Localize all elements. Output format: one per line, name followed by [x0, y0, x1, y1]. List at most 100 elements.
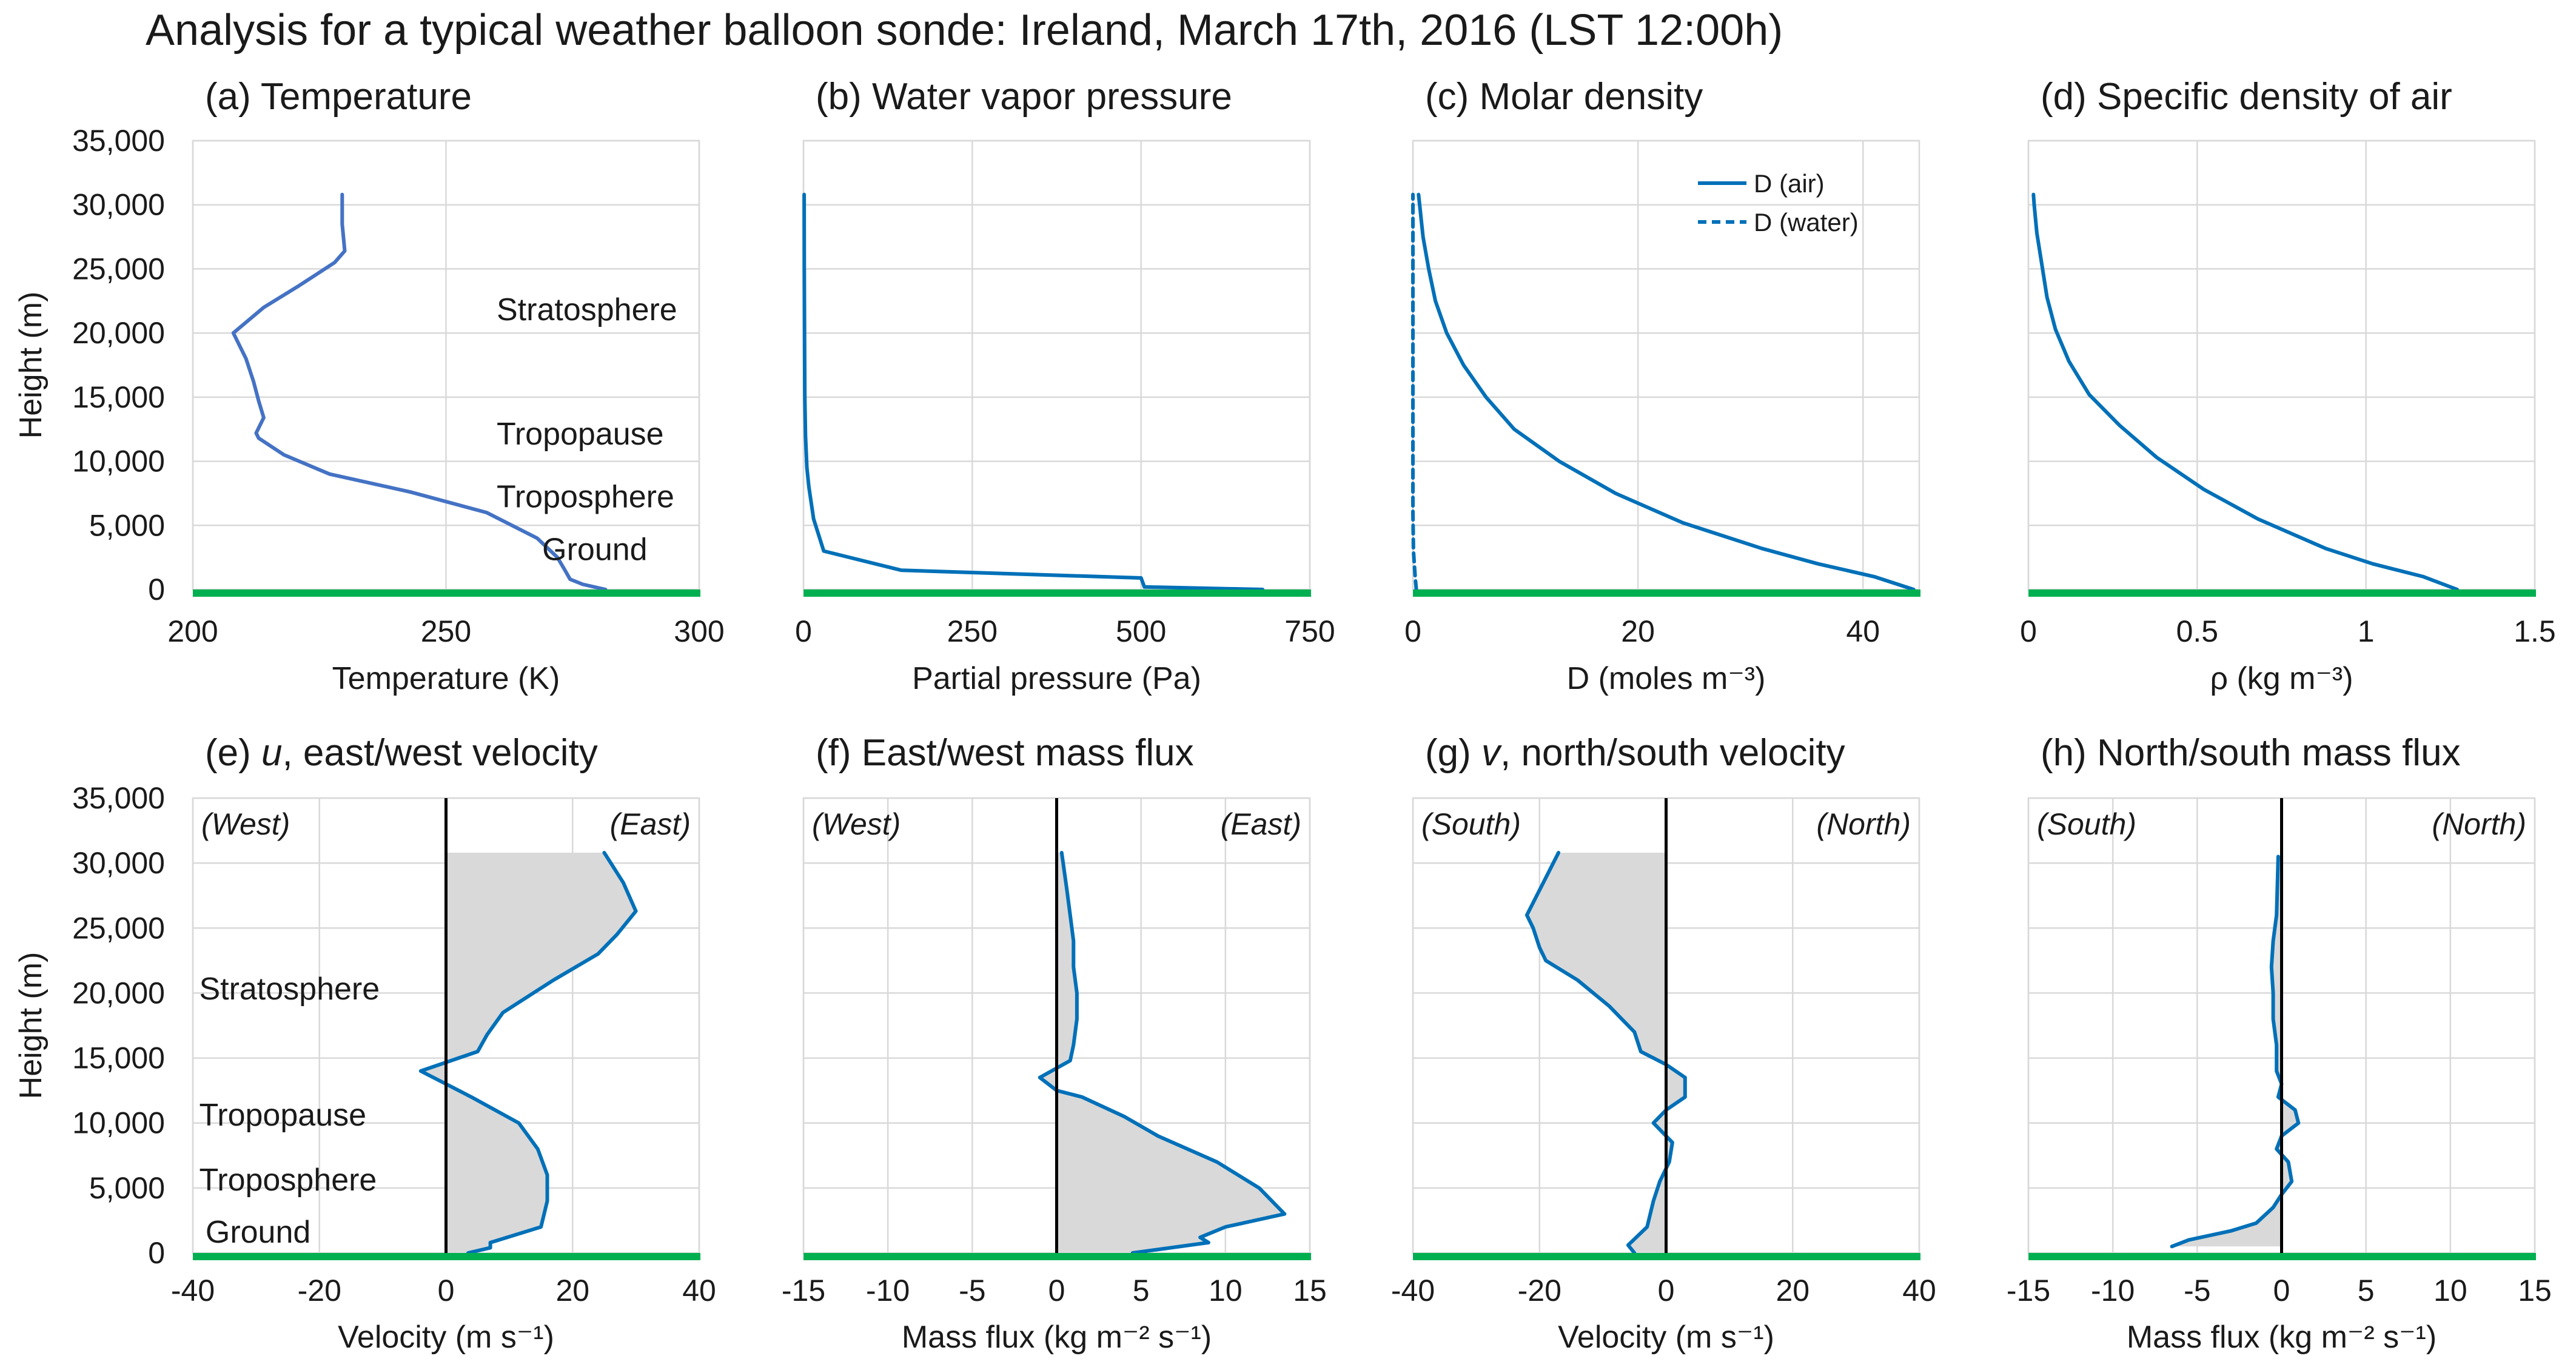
plot-frame-d: [2027, 139, 2536, 591]
x-tick-label-h: 5: [2358, 1274, 2375, 1308]
x-tick-label-a: 200: [167, 614, 218, 648]
panel-d: (d) Specific density of air 0 0.5 1 1.5 ρ (kg…: [2020, 76, 2556, 696]
figure-title: Analysis for a typical weather balloon s…: [146, 6, 1783, 55]
x-tick-label-f: -15: [782, 1274, 825, 1308]
x-tick-label-b: 750: [1284, 614, 1335, 648]
y-tick-label-e: 5,000: [89, 1171, 165, 1205]
x-tick-label-f: -5: [959, 1274, 985, 1308]
panel-title-g: (g) v, north/south velocity: [1425, 732, 1845, 774]
x-axis-label-h: Mass flux (kg m⁻² s⁻¹): [2127, 1320, 2437, 1355]
panel-title-f: (f) East/west mass flux: [816, 732, 1194, 774]
panel-a: (a) Temperature 200 250 300 Temperature (K) 0…: [13, 76, 725, 696]
x-axis-label-g: Velocity (m s⁻¹): [1558, 1320, 1774, 1355]
panel-title-b: (b) Water vapor pressure: [816, 76, 1232, 118]
y-tick-label-a: 30,000: [72, 188, 165, 222]
x-tick-label-h: 0: [2273, 1274, 2290, 1308]
x-tick-label-h: -15: [2007, 1274, 2050, 1308]
series-line-c-1: [1411, 192, 1418, 591]
direction-label-right-e: (East): [610, 807, 691, 841]
y-tick-label-e: 15,000: [72, 1041, 165, 1075]
annotation-e: Troposphere: [199, 1163, 377, 1198]
panel-f: (f) East/west mass flux -15 -10 -5 0 5 10 15 Mas…: [782, 732, 1327, 1355]
panel-title-e: (e) u, east/west velocity: [205, 732, 598, 774]
series-line-a-0: [231, 192, 608, 591]
x-tick-label-c: 20: [1621, 614, 1655, 648]
x-axis-label-f: Mass flux (kg m⁻² s⁻¹): [902, 1320, 1212, 1355]
annotation-a: Stratosphere: [497, 292, 677, 327]
y-tick-label-e: 30,000: [72, 846, 165, 880]
legend-label-c: D (water): [1754, 208, 1859, 237]
x-axis-label-c: D (moles m⁻³): [1567, 661, 1766, 696]
panel-title-h: (h) North/south mass flux: [2041, 732, 2461, 774]
x-axis-label-b: Partial pressure (Pa): [912, 661, 1201, 696]
x-tick-label-g: 0: [1658, 1274, 1675, 1308]
x-tick-label-b: 500: [1116, 614, 1166, 648]
panel-c: (c) Molar density 0 20 40 D (moles m⁻³) D (ai…: [1404, 76, 1920, 696]
direction-label-left-g: (South): [1421, 807, 1521, 841]
y-tick-label-e: 10,000: [72, 1106, 165, 1140]
x-tick-label-a: 250: [421, 614, 471, 648]
x-tick-label-e: 0: [438, 1274, 455, 1308]
panel-e: (e) u, east/west velocity -40 -20 0 20 40 Velo…: [13, 732, 716, 1355]
y-tick-label-a: 5,000: [89, 508, 165, 542]
x-tick-label-d: 1.5: [2514, 614, 2556, 648]
annotation-e: Ground: [206, 1215, 310, 1250]
y-tick-label-e: 20,000: [72, 976, 165, 1010]
panel-title-a: (a) Temperature: [205, 76, 472, 118]
direction-label-left-h: (South): [2037, 807, 2136, 841]
y-axis-label-e: Height (m): [13, 952, 49, 1100]
y-axis-label-a: Height (m): [13, 292, 49, 439]
series-line-b-0: [802, 192, 1265, 591]
area-fill-f: [1039, 853, 1285, 1253]
series-line-c-0: [1417, 192, 1916, 591]
direction-label-left-e: (West): [201, 807, 290, 841]
direction-label-right-f: (East): [1221, 807, 1301, 841]
x-tick-label-d: 0: [2020, 614, 2037, 648]
y-tick-label-a: 0: [148, 573, 165, 606]
x-tick-label-e: 40: [682, 1274, 716, 1308]
x-tick-label-e: -40: [171, 1274, 215, 1308]
y-tick-label-e: 25,000: [72, 911, 165, 945]
series-line-e-0: [418, 851, 638, 1255]
x-tick-label-h: 15: [2518, 1274, 2552, 1308]
y-tick-label-a: 10,000: [72, 445, 165, 478]
y-tick-label-a: 20,000: [72, 316, 165, 350]
x-tick-label-f: 5: [1133, 1274, 1150, 1308]
annotation-a: Tropopause: [497, 417, 664, 452]
y-tick-label-a: 15,000: [72, 380, 165, 414]
panel-h: (h) North/south mass flux -15 -10 -5 0 5 10 15 M…: [2007, 732, 2552, 1355]
x-tick-label-g: -20: [1518, 1274, 1561, 1308]
direction-label-right-g: (North): [1816, 807, 1911, 841]
x-axis-label-e: Velocity (m s⁻¹): [338, 1320, 554, 1355]
x-tick-label-a: 300: [674, 614, 724, 648]
x-tick-label-d: 0.5: [2176, 614, 2219, 648]
x-tick-label-e: -20: [298, 1274, 341, 1308]
legend-label-c: D (air): [1754, 169, 1825, 198]
x-tick-label-b: 250: [947, 614, 998, 648]
series-line-h-0: [2170, 855, 2301, 1249]
x-tick-label-d: 1: [2358, 614, 2375, 648]
y-tick-label-a: 35,000: [72, 124, 165, 158]
x-tick-label-g: 40: [1902, 1274, 1936, 1308]
panel-b: (b) Water vapor pressure 0 250 500 750 Partia…: [795, 76, 1335, 696]
x-axis-label-a: Temperature (K): [332, 661, 560, 696]
x-tick-label-c: 40: [1846, 614, 1880, 648]
panel-title-d: (d) Specific density of air: [2041, 76, 2452, 118]
x-tick-label-f: 15: [1293, 1274, 1327, 1308]
area-fill-e: [420, 853, 636, 1253]
y-tick-label-e: 35,000: [72, 781, 165, 815]
annotation-e: Tropopause: [199, 1098, 366, 1133]
x-tick-label-f: 0: [1048, 1274, 1065, 1308]
x-tick-label-b: 0: [795, 614, 812, 648]
series-line-d-0: [2031, 192, 2459, 591]
direction-label-right-h: (North): [2432, 807, 2526, 841]
panel-g: (g) v, north/south velocity -40 -20 0 20 40 Ve…: [1391, 732, 1936, 1355]
annotation-a: Troposphere: [497, 480, 674, 515]
plot-frame-b: [802, 139, 1311, 591]
x-tick-label-f: 10: [1209, 1274, 1243, 1308]
x-tick-label-h: -10: [2091, 1274, 2135, 1308]
x-tick-label-g: 20: [1776, 1274, 1810, 1308]
